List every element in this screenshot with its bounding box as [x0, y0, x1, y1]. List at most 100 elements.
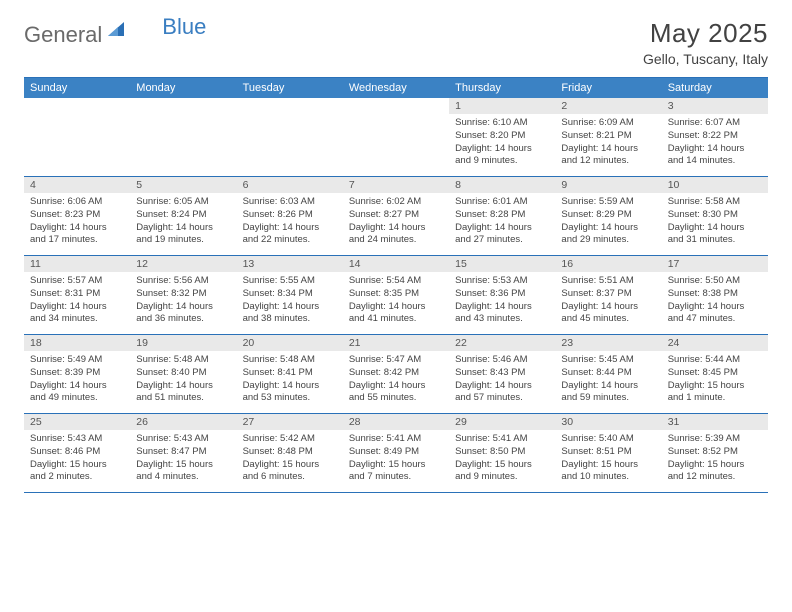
- day-info: Sunrise: 5:57 AMSunset: 8:31 PMDaylight:…: [24, 272, 130, 330]
- calendar-cell: 24Sunrise: 5:44 AMSunset: 8:45 PMDayligh…: [662, 335, 768, 413]
- day-number: 29: [449, 414, 555, 430]
- calendar-cell: 31Sunrise: 5:39 AMSunset: 8:52 PMDayligh…: [662, 414, 768, 492]
- day-number: 17: [662, 256, 768, 272]
- sunset-text: Sunset: 8:45 PM: [668, 367, 762, 380]
- calendar-cell: 12Sunrise: 5:56 AMSunset: 8:32 PMDayligh…: [130, 256, 236, 334]
- sunset-text: Sunset: 8:40 PM: [136, 367, 230, 380]
- sunset-text: Sunset: 8:28 PM: [455, 209, 549, 222]
- day-info: Sunrise: 5:49 AMSunset: 8:39 PMDaylight:…: [24, 351, 130, 409]
- daylight-text: Daylight: 14 hours and 27 minutes.: [455, 222, 549, 248]
- sunrise-text: Sunrise: 5:43 AM: [30, 433, 124, 446]
- calendar-cell: 4Sunrise: 6:06 AMSunset: 8:23 PMDaylight…: [24, 177, 130, 255]
- sunrise-text: Sunrise: 5:56 AM: [136, 275, 230, 288]
- sunrise-text: Sunrise: 5:51 AM: [561, 275, 655, 288]
- sunrise-text: Sunrise: 6:03 AM: [243, 196, 337, 209]
- weekday-header: Sunday Monday Tuesday Wednesday Thursday…: [24, 78, 768, 98]
- sunset-text: Sunset: 8:27 PM: [349, 209, 443, 222]
- daylight-text: Daylight: 14 hours and 19 minutes.: [136, 222, 230, 248]
- logo-sail-icon: [106, 19, 126, 39]
- calendar-week: 25Sunrise: 5:43 AMSunset: 8:46 PMDayligh…: [24, 414, 768, 493]
- day-number: 31: [662, 414, 768, 430]
- sunset-text: Sunset: 8:21 PM: [561, 130, 655, 143]
- sunrise-text: Sunrise: 6:09 AM: [561, 117, 655, 130]
- month-title: May 2025: [643, 18, 768, 49]
- daylight-text: Daylight: 14 hours and 14 minutes.: [668, 143, 762, 169]
- day-info: Sunrise: 6:07 AMSunset: 8:22 PMDaylight:…: [662, 114, 768, 172]
- weeks-container: 1Sunrise: 6:10 AMSunset: 8:20 PMDaylight…: [24, 98, 768, 493]
- day-number: 6: [237, 177, 343, 193]
- sunrise-text: Sunrise: 5:50 AM: [668, 275, 762, 288]
- sunset-text: Sunset: 8:49 PM: [349, 446, 443, 459]
- daylight-text: Daylight: 14 hours and 34 minutes.: [30, 301, 124, 327]
- calendar-cell: 26Sunrise: 5:43 AMSunset: 8:47 PMDayligh…: [130, 414, 236, 492]
- calendar-cell: 28Sunrise: 5:41 AMSunset: 8:49 PMDayligh…: [343, 414, 449, 492]
- calendar-cell: 22Sunrise: 5:46 AMSunset: 8:43 PMDayligh…: [449, 335, 555, 413]
- day-number: 21: [343, 335, 449, 351]
- calendar-cell: 13Sunrise: 5:55 AMSunset: 8:34 PMDayligh…: [237, 256, 343, 334]
- calendar-cell: 11Sunrise: 5:57 AMSunset: 8:31 PMDayligh…: [24, 256, 130, 334]
- day-info: Sunrise: 5:54 AMSunset: 8:35 PMDaylight:…: [343, 272, 449, 330]
- calendar-cell: [130, 98, 236, 176]
- sunset-text: Sunset: 8:47 PM: [136, 446, 230, 459]
- calendar-cell: [237, 98, 343, 176]
- sunrise-text: Sunrise: 5:58 AM: [668, 196, 762, 209]
- daylight-text: Daylight: 15 hours and 9 minutes.: [455, 459, 549, 485]
- day-info: Sunrise: 5:41 AMSunset: 8:49 PMDaylight:…: [343, 430, 449, 488]
- day-info: Sunrise: 6:10 AMSunset: 8:20 PMDaylight:…: [449, 114, 555, 172]
- calendar-cell: 3Sunrise: 6:07 AMSunset: 8:22 PMDaylight…: [662, 98, 768, 176]
- day-info: Sunrise: 5:48 AMSunset: 8:41 PMDaylight:…: [237, 351, 343, 409]
- sunrise-text: Sunrise: 5:46 AM: [455, 354, 549, 367]
- daylight-text: Daylight: 14 hours and 43 minutes.: [455, 301, 549, 327]
- sunrise-text: Sunrise: 6:10 AM: [455, 117, 549, 130]
- sunrise-text: Sunrise: 5:45 AM: [561, 354, 655, 367]
- daylight-text: Daylight: 15 hours and 12 minutes.: [668, 459, 762, 485]
- sunrise-text: Sunrise: 5:59 AM: [561, 196, 655, 209]
- sunrise-text: Sunrise: 5:55 AM: [243, 275, 337, 288]
- sunrise-text: Sunrise: 5:44 AM: [668, 354, 762, 367]
- daylight-text: Daylight: 14 hours and 57 minutes.: [455, 380, 549, 406]
- sunrise-text: Sunrise: 5:49 AM: [30, 354, 124, 367]
- calendar-cell: 20Sunrise: 5:48 AMSunset: 8:41 PMDayligh…: [237, 335, 343, 413]
- sunrise-text: Sunrise: 6:06 AM: [30, 196, 124, 209]
- sunset-text: Sunset: 8:22 PM: [668, 130, 762, 143]
- day-number: 8: [449, 177, 555, 193]
- day-number: 9: [555, 177, 661, 193]
- calendar-cell: 7Sunrise: 6:02 AMSunset: 8:27 PMDaylight…: [343, 177, 449, 255]
- weekday-label: Tuesday: [237, 78, 343, 98]
- day-number: 28: [343, 414, 449, 430]
- daylight-text: Daylight: 14 hours and 55 minutes.: [349, 380, 443, 406]
- sunset-text: Sunset: 8:29 PM: [561, 209, 655, 222]
- sunset-text: Sunset: 8:23 PM: [30, 209, 124, 222]
- day-number: 1: [449, 98, 555, 114]
- sunset-text: Sunset: 8:24 PM: [136, 209, 230, 222]
- sunset-text: Sunset: 8:34 PM: [243, 288, 337, 301]
- day-info: Sunrise: 5:41 AMSunset: 8:50 PMDaylight:…: [449, 430, 555, 488]
- sunrise-text: Sunrise: 5:41 AM: [349, 433, 443, 446]
- location-label: Gello, Tuscany, Italy: [643, 51, 768, 67]
- day-number: 11: [24, 256, 130, 272]
- sunset-text: Sunset: 8:42 PM: [349, 367, 443, 380]
- daylight-text: Daylight: 14 hours and 12 minutes.: [561, 143, 655, 169]
- daylight-text: Daylight: 15 hours and 1 minute.: [668, 380, 762, 406]
- day-number: 23: [555, 335, 661, 351]
- day-info: Sunrise: 6:05 AMSunset: 8:24 PMDaylight:…: [130, 193, 236, 251]
- day-number: 19: [130, 335, 236, 351]
- daylight-text: Daylight: 14 hours and 51 minutes.: [136, 380, 230, 406]
- sunrise-text: Sunrise: 5:48 AM: [243, 354, 337, 367]
- daylight-text: Daylight: 14 hours and 29 minutes.: [561, 222, 655, 248]
- day-info: Sunrise: 5:55 AMSunset: 8:34 PMDaylight:…: [237, 272, 343, 330]
- calendar-cell: 30Sunrise: 5:40 AMSunset: 8:51 PMDayligh…: [555, 414, 661, 492]
- day-number: 3: [662, 98, 768, 114]
- sunset-text: Sunset: 8:50 PM: [455, 446, 549, 459]
- sunrise-text: Sunrise: 6:01 AM: [455, 196, 549, 209]
- calendar-cell: 15Sunrise: 5:53 AMSunset: 8:36 PMDayligh…: [449, 256, 555, 334]
- sunset-text: Sunset: 8:37 PM: [561, 288, 655, 301]
- daylight-text: Daylight: 15 hours and 6 minutes.: [243, 459, 337, 485]
- day-info: Sunrise: 5:43 AMSunset: 8:46 PMDaylight:…: [24, 430, 130, 488]
- weekday-label: Friday: [555, 78, 661, 98]
- day-number: 15: [449, 256, 555, 272]
- header: General Blue May 2025 Gello, Tuscany, It…: [24, 18, 768, 67]
- day-info: Sunrise: 5:46 AMSunset: 8:43 PMDaylight:…: [449, 351, 555, 409]
- daylight-text: Daylight: 15 hours and 4 minutes.: [136, 459, 230, 485]
- calendar-cell: 18Sunrise: 5:49 AMSunset: 8:39 PMDayligh…: [24, 335, 130, 413]
